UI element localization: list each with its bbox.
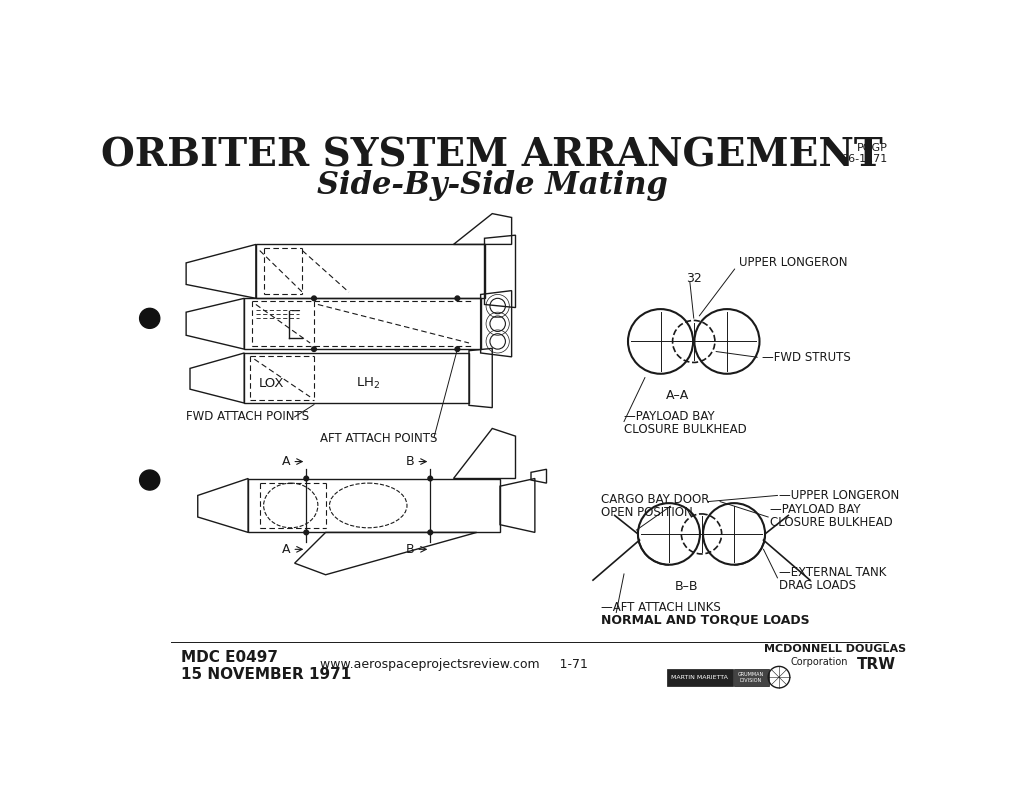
Text: OPEN POSITION: OPEN POSITION (601, 506, 692, 519)
Text: Side-By-Side Mating: Side-By-Side Mating (316, 170, 668, 201)
Circle shape (455, 347, 460, 352)
Text: A–A: A–A (666, 389, 689, 402)
Text: CLOSURE BULKHEAD: CLOSURE BULKHEAD (770, 516, 893, 529)
Bar (734, 668, 769, 686)
Text: —PAYLOAD BAY: —PAYLOAD BAY (624, 409, 715, 423)
Text: B–B: B–B (674, 580, 697, 592)
Circle shape (428, 476, 432, 481)
Text: NORMAL AND TORQUE LOADS: NORMAL AND TORQUE LOADS (601, 614, 809, 626)
Text: FWD ATTACH POINTS: FWD ATTACH POINTS (186, 410, 309, 424)
Text: B: B (407, 455, 415, 468)
Circle shape (428, 530, 432, 535)
Text: POGP
86-1171: POGP 86-1171 (842, 143, 888, 165)
Text: MDC E0497: MDC E0497 (180, 649, 278, 664)
Circle shape (304, 530, 308, 535)
Text: ORBITER SYSTEM ARRANGEMENT: ORBITER SYSTEM ARRANGEMENT (101, 136, 883, 174)
Text: www.aerospaceprojectsreview.com     1-71: www.aerospaceprojectsreview.com 1-71 (319, 658, 588, 672)
Text: —PAYLOAD BAY: —PAYLOAD BAY (770, 503, 860, 516)
Text: DRAG LOADS: DRAG LOADS (779, 579, 856, 592)
Text: MCDONNELL DOUGLAS: MCDONNELL DOUGLAS (764, 645, 905, 654)
Text: Corporation: Corporation (791, 657, 848, 667)
Text: —AFT ATTACH LINKS: —AFT ATTACH LINKS (601, 600, 721, 614)
Bar (667, 668, 732, 686)
Text: UPPER LONGERON: UPPER LONGERON (738, 257, 847, 269)
Circle shape (455, 296, 460, 301)
Text: GRUMMAN
DIVISION: GRUMMAN DIVISION (738, 672, 764, 683)
Text: —FWD STRUTS: —FWD STRUTS (762, 351, 850, 364)
Circle shape (139, 308, 160, 329)
Text: 15 NOVEMBER 1971: 15 NOVEMBER 1971 (180, 667, 351, 682)
Text: MARTIN MARIETTA: MARTIN MARIETTA (671, 675, 728, 680)
Text: B: B (407, 543, 415, 556)
Text: LH$_2$: LH$_2$ (356, 376, 381, 391)
Text: —EXTERNAL TANK: —EXTERNAL TANK (779, 566, 887, 579)
Text: A: A (283, 543, 291, 556)
Circle shape (139, 470, 160, 490)
Circle shape (304, 476, 308, 481)
Text: 32: 32 (686, 272, 701, 285)
Text: CLOSURE BULKHEAD: CLOSURE BULKHEAD (624, 423, 746, 436)
Text: CARGO BAY DOOR: CARGO BAY DOOR (601, 493, 710, 506)
Text: A: A (283, 455, 291, 468)
Text: TRW: TRW (856, 657, 896, 672)
Circle shape (311, 347, 316, 352)
Text: AFT ATTACH POINTS: AFT ATTACH POINTS (321, 432, 437, 445)
Text: LOX: LOX (259, 377, 284, 390)
Text: —UPPER LONGERON: —UPPER LONGERON (779, 489, 899, 502)
Circle shape (311, 296, 316, 301)
